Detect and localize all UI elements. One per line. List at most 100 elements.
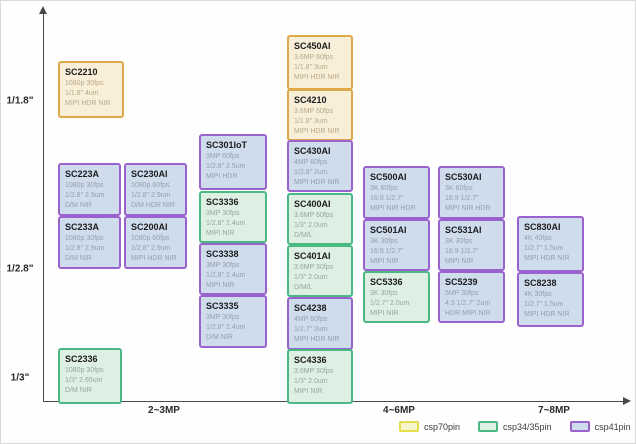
product-box-sc430ai: SC430AI 4MP 60fps 1/2.8" 2um MIPI HDR NIR (287, 140, 353, 192)
product-box-sc3335: SC3335 3MP 30fps 1/2.8" 2.4um D/M NIR (199, 295, 267, 348)
product-name: SC230AI (131, 169, 168, 179)
legend-swatch-icon (399, 421, 419, 432)
product-spec: D/M/L (294, 232, 313, 240)
product-spec: 1/2.8" 2.4um (206, 324, 246, 332)
product-name: SC500AI (370, 172, 407, 182)
product-name: SC5239 (445, 277, 478, 287)
product-spec: 1080p 30fps (65, 80, 104, 87)
product-spec: 1080p 30fps (65, 235, 104, 242)
product-spec: 4K 40fps (524, 235, 552, 242)
product-box-sc3338: SC3338 3MP 30fps 1/2.8" 2.4um MIPI NIR (199, 243, 267, 295)
product-spec: 1/3" 2.65um (65, 377, 103, 385)
product-name: SC301IoT (206, 140, 248, 150)
product-spec: 1/2.8" 2.4um (206, 272, 246, 280)
product-spec: 3.6MP 60fps (294, 54, 334, 61)
product-spec: 1080p 60fps (131, 182, 170, 189)
product-spec: 16:9 1/2.7" (370, 248, 404, 256)
product-spec: MIPI HDR NIR (524, 311, 570, 319)
product-spec: MIPI NIR (206, 230, 235, 238)
product-spec: D/M NIR (65, 387, 92, 395)
product-spec: 3.6MP 30fps (294, 368, 334, 375)
product-spec: 16:9 1/2.7" (370, 195, 404, 203)
product-spec: 16:9 1/2.7" (445, 195, 479, 203)
product-spec: 1/2.8" 2um (294, 169, 328, 177)
product-name: SC233A (65, 222, 100, 232)
product-name: SC200AI (131, 222, 168, 232)
product-spec: D/M NIR (65, 255, 92, 263)
product-name: SC450AI (294, 41, 331, 51)
product-spec: 1/2.7" 2.0um (370, 300, 410, 308)
legend-item-yellow: csp70pin (399, 421, 460, 432)
y-tick-label: 1/2.8" (6, 263, 34, 275)
product-spec: D/M NIR (206, 334, 233, 342)
product-box-sc200ai: SC200AI 1080p 60fps 1/2.8" 2.9um MIPI HDR N… (124, 216, 187, 269)
product-spec: MIPI HDR NIR (294, 179, 340, 187)
product-name: SC830AI (524, 222, 561, 232)
y-axis-arrow-icon (39, 6, 47, 14)
product-spec: 1/1.8" 4um (65, 90, 99, 98)
product-spec: 5MP 30fps (445, 290, 479, 297)
product-spec: 3MP 30fps (206, 262, 240, 269)
product-box-sc8238: SC8238 4K 30fps 1/2.7" 1.5um MIPI HDR NIR (517, 272, 584, 327)
product-name: SC223A (65, 169, 100, 179)
legend: csp70pin csp34/35pin csp41pin (399, 421, 631, 432)
product-spec: 4MP 60fps (294, 316, 328, 323)
product-box-sc501ai: SC501AI 3K 30fps 16:9 1/2.7" MIPI NIR (363, 219, 430, 271)
product-spec: 1/2.8" 2.9um (131, 192, 171, 200)
product-spec: MIPI NIR (370, 310, 399, 318)
product-box-sc2210: SC2210 1080p 30fps 1/1.8" 4um MIPI HDR NIR (58, 61, 124, 118)
product-spec: MIPI NIR (206, 282, 235, 290)
product-spec: MIPI HDR NIR (294, 128, 340, 136)
product-spec: D/M HDR NIR (131, 202, 175, 210)
product-spec: MIPI NIR HDR (370, 205, 416, 213)
product-spec: D/M NIR (65, 202, 92, 210)
product-name: SC2210 (65, 67, 98, 77)
y-axis-line (43, 13, 44, 402)
product-spec: 1/3" 2.0um (294, 274, 328, 282)
product-name: SC400AI (294, 199, 331, 209)
product-name: SC530AI (445, 172, 482, 182)
x-tick-label: 4~6MP (383, 405, 415, 416)
product-spec: MIPI HDR NIR (65, 100, 111, 108)
product-box-sc530ai: SC530AI 3K 60fps 16:9 1/2.7" MIPI NIR HDR (438, 166, 505, 219)
product-name: SC531AI (445, 225, 482, 235)
product-spec: 3K 60fps (445, 185, 473, 192)
product-box-sc2336: SC2336 1080p 30fps 1/3" 2.65um D/M NIR (58, 348, 122, 404)
product-spec: 1080p 30fps (65, 367, 104, 374)
product-box-sc830ai: SC830AI 4K 40fps 1/2.7" 1.5um MIPI HDR NIR (517, 216, 584, 272)
product-spec: 16:9 1/2.7" (445, 248, 479, 256)
product-name: SC4210 (294, 95, 327, 105)
product-box-sc531ai: SC531AI 3K 30fps 16:9 1/2.7" MIPI NIR (438, 219, 505, 271)
legend-label: csp70pin (424, 421, 461, 432)
x-tick-label: 7~8MP (538, 405, 570, 416)
product-box-sc400ai: SC400AI 3.6MP 60fps 1/3" 2.0um D/M/L (287, 193, 353, 245)
product-spec: HDR MIPI NIR (445, 310, 491, 318)
product-spec: 4K 30fps (524, 291, 552, 298)
product-spec: 1080p 60fps (131, 235, 170, 242)
product-name: SC8238 (524, 278, 557, 288)
product-name: SC501AI (370, 225, 407, 235)
product-spec: 1/2.8" 2.4um (206, 220, 246, 228)
product-spec: MIPI NIR HDR (445, 205, 491, 213)
product-spec: MIPI NIR (370, 258, 399, 266)
product-spec: 3K 30fps (370, 290, 398, 297)
legend-item-green: csp34/35pin (478, 421, 552, 432)
product-spec: 3.6MP 60fps (294, 212, 334, 219)
x-tick-label: 2~3MP (148, 405, 180, 416)
product-name: SC4238 (294, 303, 327, 313)
y-tick-label: 1/1.8" (6, 95, 34, 107)
product-spec: 1/3" 2.0um (294, 378, 328, 386)
legend-label: csp34/35pin (503, 421, 552, 432)
product-spec: MIPI HDR NIR (294, 336, 340, 344)
product-box-sc233a: SC233A 1080p 30fps 1/2.8" 2.9um D/M NIR (58, 216, 121, 269)
product-spec: 3MP 30fps (206, 314, 240, 321)
product-spec: 4:3 1/2.7" 2um (445, 300, 491, 308)
product-spec: 3K 60fps (370, 185, 398, 192)
product-spec: MIPI HDR NIR (524, 255, 570, 263)
product-name: SC3335 (206, 301, 239, 311)
legend-swatch-icon (478, 421, 499, 432)
legend-swatch-icon (569, 421, 590, 432)
product-spec: 1/2.7" 1.5um (524, 245, 564, 253)
product-name: SC5336 (370, 277, 403, 287)
product-spec: 3K 30fps (370, 238, 398, 245)
